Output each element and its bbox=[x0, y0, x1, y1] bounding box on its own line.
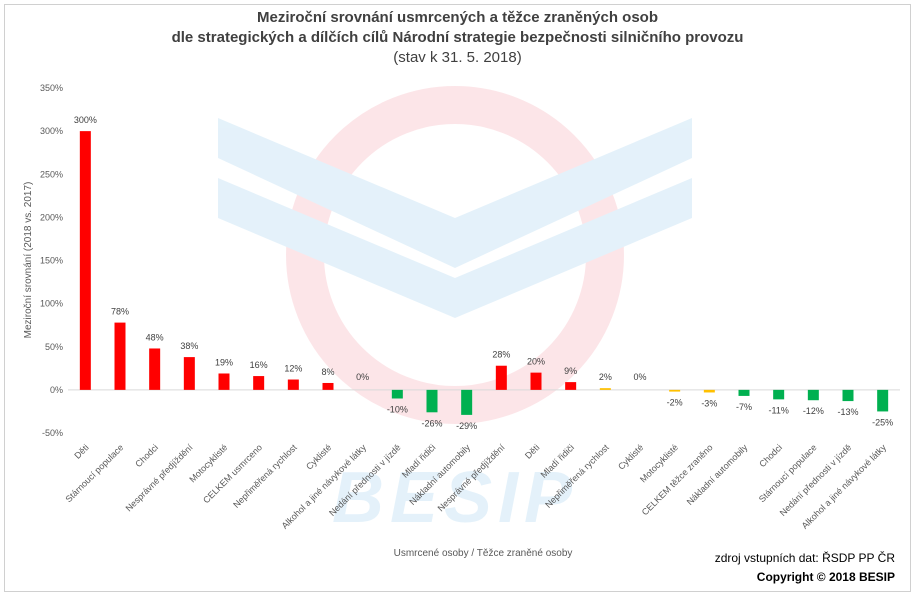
category-label: Děti bbox=[72, 442, 90, 460]
bar bbox=[738, 389, 750, 396]
y-tick-label: 350% bbox=[40, 83, 63, 93]
bar bbox=[322, 382, 334, 390]
y-tick-label: -50% bbox=[42, 428, 63, 438]
category-label: Nepřiměřená rychlost bbox=[231, 442, 299, 510]
watermark-chevron-lower bbox=[218, 178, 692, 318]
bar bbox=[599, 388, 611, 390]
bar bbox=[183, 357, 195, 390]
data-label: 8% bbox=[321, 367, 334, 377]
data-label: 0% bbox=[633, 372, 646, 382]
bar bbox=[218, 373, 230, 390]
watermark-text: BESIP bbox=[332, 458, 578, 538]
bar bbox=[807, 389, 819, 401]
copyright: Copyright © 2018 BESIP bbox=[756, 570, 895, 584]
data-label: -26% bbox=[421, 418, 442, 428]
category-label: Nákladní automobily bbox=[685, 442, 750, 507]
data-label: -3% bbox=[701, 398, 717, 408]
bar bbox=[842, 389, 854, 402]
category-label: Cyklisté bbox=[304, 442, 333, 471]
watermark-ring bbox=[286, 86, 624, 424]
category-label: Cyklisté bbox=[616, 442, 645, 471]
y-tick-label: 50% bbox=[45, 342, 63, 352]
chart-frame bbox=[4, 4, 911, 592]
category-label: Chodci bbox=[757, 442, 784, 469]
y-axis-title: Meziroční srovnání (2018 vs. 2017) bbox=[23, 182, 34, 339]
bar bbox=[773, 389, 785, 400]
bar bbox=[149, 348, 161, 390]
data-label: -13% bbox=[837, 407, 858, 417]
bar bbox=[877, 389, 889, 412]
bar bbox=[530, 372, 542, 390]
category-label: Chodci bbox=[133, 442, 160, 469]
data-labels: 300% 78% 48% 38% 19% 16% 12% 8% 0% -10% -26% -29% 28… bbox=[74, 115, 893, 431]
bar-series bbox=[79, 131, 889, 415]
chart-title-block: Meziroční srovnání usmrcených a těžce zr… bbox=[0, 8, 915, 68]
y-tick-label: 0% bbox=[50, 385, 63, 395]
category-label: Nesprávné předjíždění bbox=[124, 442, 195, 513]
source-note: zdroj vstupních dat: ŘSDP PP ČR Copyrigh… bbox=[715, 549, 895, 587]
data-label: 78% bbox=[111, 307, 129, 317]
data-label: -12% bbox=[803, 406, 824, 416]
bar bbox=[287, 379, 299, 390]
bar bbox=[426, 389, 438, 413]
bar bbox=[114, 322, 126, 390]
data-label: 9% bbox=[564, 366, 577, 376]
data-label: -7% bbox=[736, 402, 752, 412]
data-label: 19% bbox=[215, 357, 233, 367]
data-label: 2% bbox=[599, 372, 612, 382]
y-tick-label: 200% bbox=[40, 212, 63, 222]
data-label: 20% bbox=[527, 357, 545, 367]
data-label: -29% bbox=[456, 421, 477, 431]
data-label: 28% bbox=[492, 350, 510, 360]
bar bbox=[565, 382, 577, 390]
bar bbox=[703, 389, 715, 393]
data-label: -2% bbox=[667, 398, 683, 408]
bar bbox=[669, 389, 681, 392]
chart-date: (stav k 31. 5. 2018) bbox=[393, 49, 522, 66]
y-tick-label: 100% bbox=[40, 299, 63, 309]
category-label: Stárnoucí populace bbox=[63, 442, 125, 504]
x-axis-title: Usmrcené osoby / Těžce zraněné osoby bbox=[394, 548, 573, 559]
y-tick-label: 250% bbox=[40, 169, 63, 179]
bar bbox=[461, 389, 473, 415]
bar bbox=[79, 131, 91, 390]
bar bbox=[495, 365, 507, 390]
bar bbox=[253, 376, 265, 390]
category-label: CELKEM usmrceno bbox=[201, 442, 264, 505]
data-label: 16% bbox=[250, 360, 268, 370]
y-tick-label: 300% bbox=[40, 126, 63, 136]
y-tick-label: 150% bbox=[40, 256, 63, 266]
y-axis: -50% 0% 50% 100% 150% 200% 250% 300% 350% bbox=[40, 83, 900, 438]
data-label: 48% bbox=[146, 332, 164, 342]
data-source: zdroj vstupních dat: ŘSDP PP ČR bbox=[714, 551, 895, 565]
data-label: -11% bbox=[768, 405, 788, 415]
watermark-chevron-upper bbox=[218, 118, 692, 268]
data-label: 38% bbox=[180, 341, 198, 351]
chart-subtitle: dle strategických a dílčích cílů Národní… bbox=[171, 29, 744, 46]
data-label: -25% bbox=[872, 417, 893, 427]
data-label: 0% bbox=[356, 372, 369, 382]
data-label: -10% bbox=[387, 405, 408, 415]
category-label: Stárnoucí populace bbox=[757, 442, 819, 504]
bar bbox=[391, 389, 403, 399]
data-label: 12% bbox=[284, 364, 302, 374]
besip-watermark: BESIP bbox=[218, 86, 692, 538]
chart-title: Meziroční srovnání usmrcených a těžce zr… bbox=[257, 9, 658, 26]
data-label: 300% bbox=[74, 115, 97, 125]
